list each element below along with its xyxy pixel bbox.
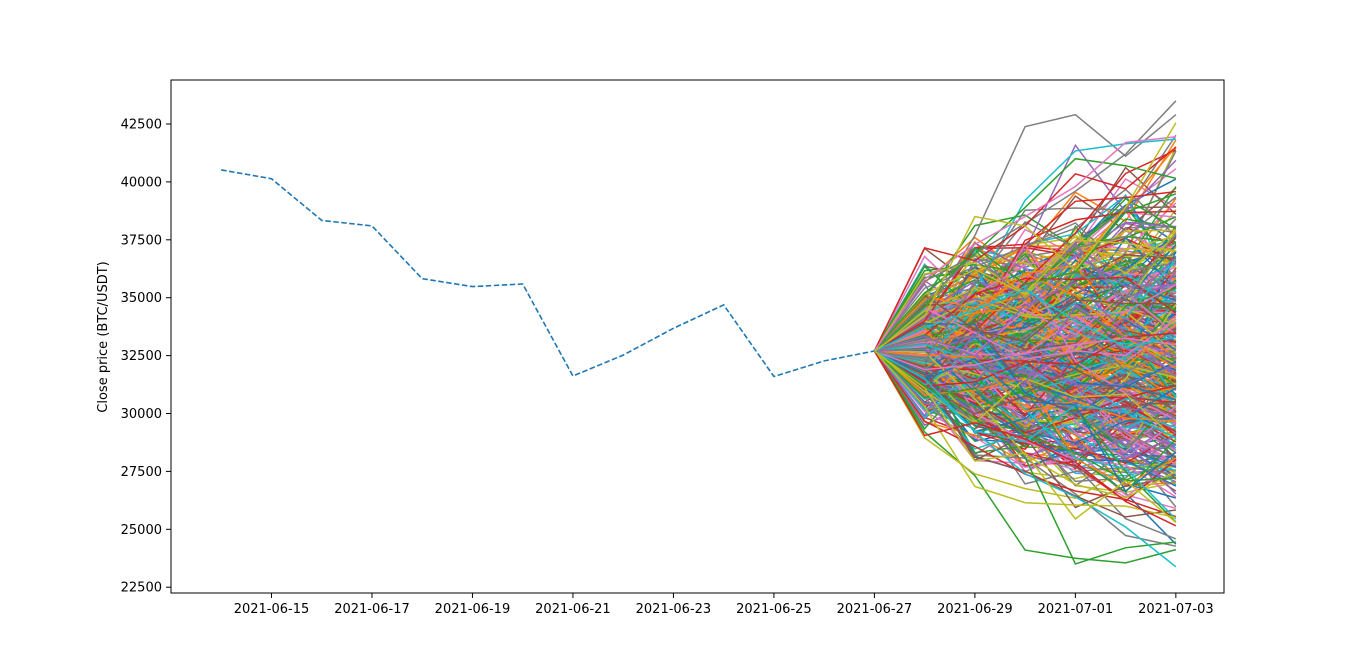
simulation-line bbox=[873, 254, 1176, 352]
simulation-line bbox=[873, 100, 1177, 352]
y-tick-label: 35000 bbox=[121, 291, 162, 306]
simulation-line bbox=[874, 350, 1176, 422]
simulation-line bbox=[874, 350, 1177, 518]
y-tick-label: 40000 bbox=[121, 175, 162, 190]
y-tick-label: 30000 bbox=[121, 407, 162, 422]
simulation-line bbox=[873, 294, 1176, 352]
x-tick-label: 2021-06-27 bbox=[837, 602, 913, 617]
simulation-line bbox=[874, 324, 1177, 391]
simulation-line bbox=[873, 350, 1177, 564]
y-tick-label: 25000 bbox=[121, 523, 162, 538]
simulation-line bbox=[873, 259, 1177, 352]
simulation-line bbox=[874, 350, 1177, 390]
simulation-line bbox=[873, 350, 1177, 519]
simulation-line bbox=[873, 350, 1176, 565]
simulation-line bbox=[873, 253, 1176, 352]
simulation-line bbox=[873, 233, 1177, 352]
simulation-line bbox=[874, 288, 1177, 352]
simulation-line bbox=[874, 343, 1177, 520]
simulation-line bbox=[873, 229, 1177, 352]
simulation-line bbox=[874, 196, 1177, 363]
x-tick-label: 2021-06-21 bbox=[535, 602, 611, 617]
simulation-line bbox=[874, 350, 1177, 568]
y-tick-label: 22500 bbox=[121, 581, 162, 596]
y-axis-label: Close price (BTC/USDT) bbox=[96, 261, 111, 412]
simulation-line bbox=[874, 285, 1176, 361]
simulation-line bbox=[873, 350, 1177, 483]
simulation-line bbox=[874, 245, 1177, 352]
historical-line bbox=[221, 169, 875, 378]
simulation-line bbox=[873, 350, 1177, 405]
simulation-line bbox=[873, 350, 1177, 527]
simulation-line bbox=[874, 337, 1176, 371]
x-tick-label: 2021-06-15 bbox=[234, 602, 310, 617]
historical-close-line bbox=[221, 169, 875, 378]
simulation-line bbox=[873, 157, 1177, 352]
simulation-line bbox=[874, 350, 1177, 433]
simulation-line bbox=[874, 291, 1177, 355]
y-tick-label: 32500 bbox=[121, 349, 162, 364]
simulation-line bbox=[874, 221, 1176, 352]
x-tick-label: 2021-06-23 bbox=[636, 602, 712, 617]
simulation-line bbox=[873, 350, 1177, 523]
simulation-line bbox=[873, 329, 1177, 460]
simulation-line bbox=[873, 193, 1177, 352]
simulation-line bbox=[873, 350, 1177, 440]
x-tick-label: 2021-06-19 bbox=[435, 602, 511, 617]
y-tick-label: 42500 bbox=[121, 118, 162, 133]
simulation-line bbox=[874, 322, 1177, 416]
simulation-line bbox=[873, 135, 1176, 352]
simulation-line bbox=[874, 342, 1177, 460]
simulation-line bbox=[873, 122, 1177, 352]
simulation-line bbox=[874, 316, 1177, 383]
simulation-line bbox=[874, 334, 1177, 523]
simulation-line bbox=[874, 350, 1177, 499]
simulation-line bbox=[874, 190, 1176, 352]
x-tick-label: 2021-07-01 bbox=[1038, 602, 1114, 617]
simulation-line bbox=[874, 284, 1177, 357]
simulation-line bbox=[873, 222, 1177, 352]
x-tick-label: 2021-07-03 bbox=[1138, 602, 1214, 617]
simulation-line bbox=[874, 281, 1177, 377]
x-tick-label: 2021-06-29 bbox=[937, 602, 1013, 617]
axes: 2021-06-15 2021-06-17 2021-06-19 2021-06-21… bbox=[121, 79, 1225, 617]
simulation-line bbox=[874, 329, 1177, 453]
y-tick-label: 27500 bbox=[121, 465, 162, 480]
simulation-line bbox=[874, 350, 1177, 377]
simulation-line bbox=[874, 306, 1176, 352]
simulation-line bbox=[874, 337, 1177, 429]
x-tick-label: 2021-06-25 bbox=[736, 602, 812, 617]
x-tick-label: 2021-06-17 bbox=[334, 602, 410, 617]
simulation-lines bbox=[873, 100, 1177, 568]
plot-frame bbox=[170, 79, 1225, 594]
y-tick-label: 37500 bbox=[121, 233, 162, 248]
